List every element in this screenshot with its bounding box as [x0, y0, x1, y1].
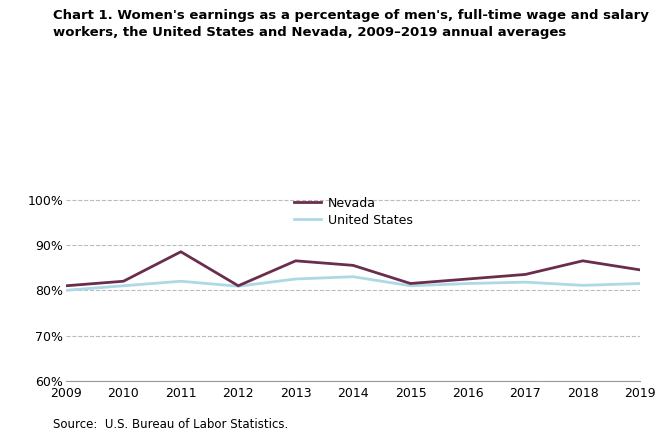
Line: United States: United States — [66, 277, 640, 290]
United States — [636, 281, 644, 286]
Text: Chart 1. Women's earnings as a percentage of men's, full-time wage and salary
wo: Chart 1. Women's earnings as a percentag… — [53, 9, 649, 39]
Nevada — [636, 267, 644, 272]
Legend: Nevada, United States: Nevada, United States — [294, 197, 412, 226]
United States — [579, 283, 587, 288]
Nevada — [349, 263, 357, 268]
United States — [407, 283, 414, 288]
Nevada — [62, 283, 70, 288]
United States — [464, 281, 472, 286]
Nevada — [521, 272, 529, 277]
Nevada — [464, 276, 472, 281]
United States — [119, 283, 127, 288]
Text: Source:  U.S. Bureau of Labor Statistics.: Source: U.S. Bureau of Labor Statistics. — [53, 418, 288, 431]
United States — [234, 284, 242, 289]
Nevada — [407, 281, 414, 286]
Nevada — [292, 258, 300, 263]
United States — [349, 274, 357, 279]
Nevada — [119, 279, 127, 284]
United States — [177, 279, 185, 284]
United States — [292, 276, 300, 281]
Nevada — [579, 258, 587, 263]
United States — [62, 288, 70, 293]
Nevada — [234, 283, 242, 288]
Line: Nevada: Nevada — [66, 252, 640, 286]
United States — [521, 280, 529, 285]
Nevada — [177, 249, 185, 254]
